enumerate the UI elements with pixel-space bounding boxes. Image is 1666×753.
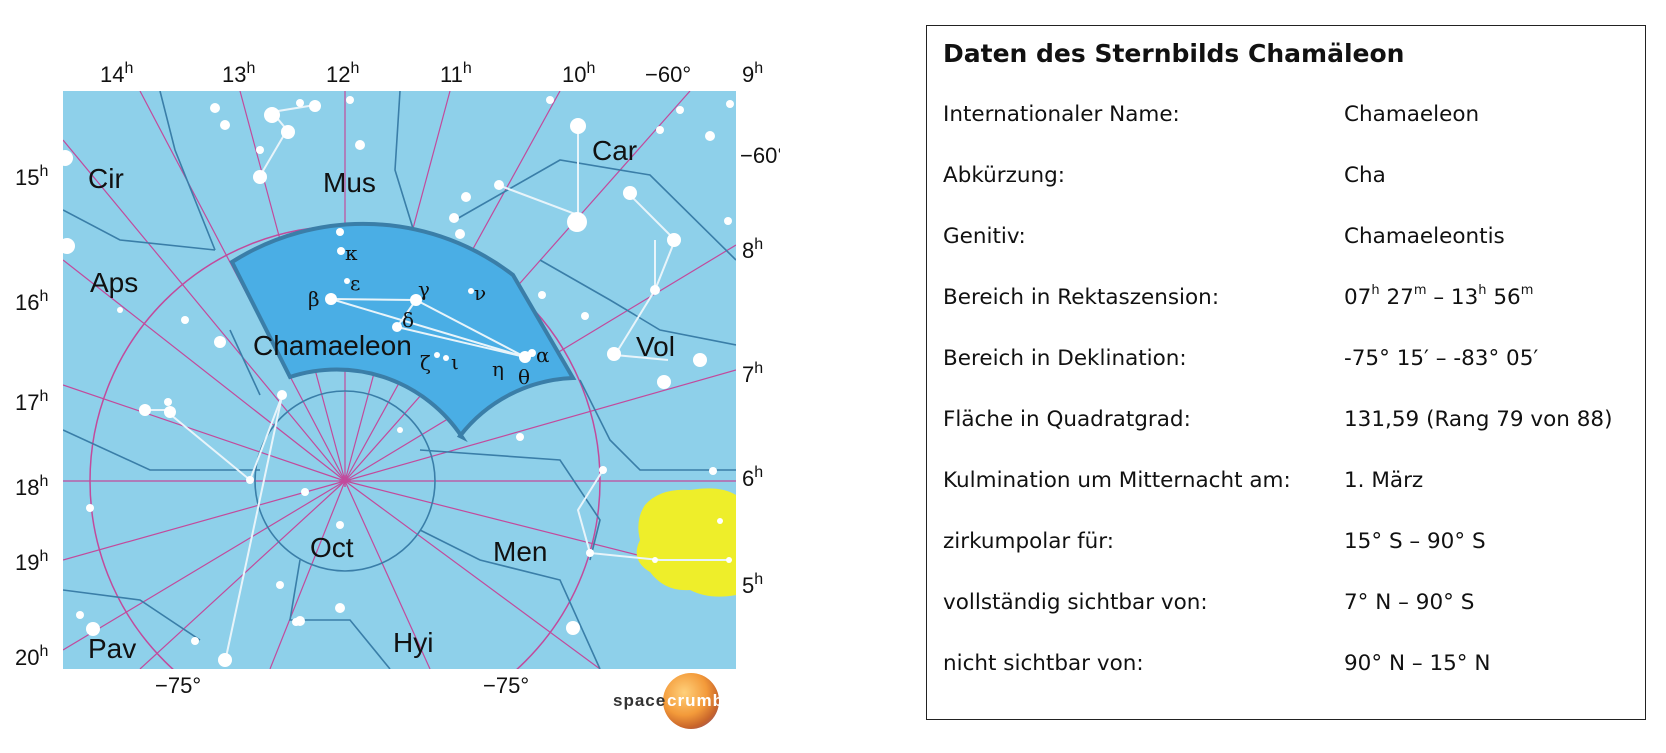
- dec-top-label: −60°: [645, 62, 691, 87]
- spacecrumb-logo: space crumb: [613, 673, 733, 733]
- row-key: Genitiv:: [943, 224, 1026, 249]
- star-label-epsilon: ε: [350, 271, 360, 295]
- label-oct: Oct: [310, 532, 354, 563]
- label-aps: Aps: [90, 267, 138, 298]
- row-key: Internationaler Name:: [943, 102, 1180, 127]
- background-stars: [63, 96, 734, 667]
- row-key: vollständig sichtbar von:: [943, 590, 1208, 615]
- row-circumpolar: zirkumpolar für: 15° S – 90° S: [943, 529, 1635, 561]
- row-value: Chamaeleon: [1344, 102, 1480, 127]
- label-hyi: Hyi: [393, 627, 433, 658]
- row-culmination: Kulmination um Mitternacht am: 1. März: [943, 468, 1635, 500]
- star-label-zeta: ζ: [420, 351, 431, 375]
- label-pav: Pav: [88, 633, 136, 664]
- star-label-gamma: γ: [418, 277, 430, 301]
- row-right-ascension: Bereich in Rektaszension: 07h 27m – 13h …: [943, 283, 1635, 317]
- ra-top-14h: 14h: [100, 60, 133, 87]
- star-label-iota: ι: [451, 350, 459, 374]
- row-value: 7° N – 90° S: [1344, 590, 1475, 615]
- star-map: Cir Mus Car Aps Chamaeleon Vol Oct Men P…: [15, 60, 780, 698]
- star-label-alpha: α: [536, 343, 550, 367]
- star-label-theta: θ: [518, 365, 530, 389]
- ra-left-17h: 17h: [15, 388, 48, 415]
- row-declination: Bereich in Deklination: -75° 15′ – -83° …: [943, 346, 1635, 378]
- chamaeleon-region: [229, 221, 577, 443]
- star-label-nu: ν: [474, 281, 486, 305]
- row-value: 07h 27m – 13h 56m: [1344, 283, 1534, 310]
- row-value: -75° 15′ – -83° 05′: [1344, 346, 1539, 371]
- ra-right-6h: 6h: [742, 464, 763, 491]
- row-key: Fläche in Quadratgrad:: [943, 407, 1191, 432]
- ra-top-11h: 11h: [440, 60, 472, 87]
- row-key: nicht sichtbar von:: [943, 651, 1144, 676]
- row-key: Abkürzung:: [943, 163, 1066, 188]
- row-key: Kulmination um Mitternacht am:: [943, 468, 1291, 493]
- label-mus: Mus: [323, 167, 376, 198]
- row-key: Bereich in Deklination:: [943, 346, 1187, 371]
- ra-left-16h: 16h: [15, 288, 48, 315]
- star-label-eta: η: [492, 357, 504, 381]
- row-genitive: Genitiv: Chamaeleontis: [943, 224, 1635, 256]
- row-key: zirkumpolar für:: [943, 529, 1114, 554]
- row-abbreviation: Abkürzung: Cha: [943, 163, 1635, 195]
- row-international-name: Internationaler Name: Chamaeleon: [943, 102, 1635, 134]
- ra-top-12h: 12h: [326, 60, 359, 87]
- row-area: Fläche in Quadratgrad: 131,59 (Rang 79 v…: [943, 407, 1635, 439]
- row-fully-visible: vollständig sichtbar von: 7° N – 90° S: [943, 590, 1635, 622]
- south-pole-marker: [339, 475, 351, 487]
- label-men: Men: [493, 536, 547, 567]
- row-value: 131,59 (Rang 79 von 88): [1344, 407, 1613, 432]
- ra-right-5h: 5h: [742, 571, 763, 598]
- dec-bottom-right-label: −75°: [483, 673, 529, 698]
- row-value: Cha: [1344, 163, 1386, 188]
- table-title: Daten des Sternbilds Chamäleon: [943, 39, 1405, 68]
- ra-left-19h: 19h: [15, 548, 48, 575]
- star-label-delta: δ: [402, 308, 414, 332]
- constellation-data-table: Daten des Sternbilds Chamäleon Internati…: [926, 25, 1646, 720]
- ra-top-10h: 10h: [562, 60, 595, 87]
- dec-bottom-left-label: −75°: [155, 673, 201, 698]
- ra-left-18h: 18h: [15, 473, 48, 500]
- label-vol: Vol: [636, 331, 675, 362]
- logo-circle: [663, 673, 719, 729]
- star-map-panel: Cir Mus Car Aps Chamaeleon Vol Oct Men P…: [0, 0, 780, 753]
- row-value: 15° S – 90° S: [1344, 529, 1486, 554]
- row-value: 1. März: [1344, 468, 1424, 493]
- ra-right-9h: 9h: [742, 60, 763, 87]
- logo-text-crumb: crumb: [667, 691, 724, 710]
- ra-top-13h: 13h: [222, 60, 255, 87]
- constellation-boundaries: [63, 91, 736, 669]
- row-key: Bereich in Rektaszension:: [943, 285, 1220, 310]
- label-car: Car: [592, 135, 637, 166]
- row-value: Chamaeleontis: [1344, 224, 1505, 249]
- label-chamaeleon: Chamaeleon: [253, 330, 412, 361]
- label-cir: Cir: [88, 163, 124, 194]
- star-label-beta: β: [308, 287, 320, 311]
- dec-right-label: −60°: [740, 143, 780, 168]
- lmc-cloud: [636, 488, 736, 597]
- ra-left-15h: 15h: [15, 163, 48, 190]
- logo-text-space: space: [613, 691, 667, 710]
- row-not-visible: nicht sichtbar von: 90° N – 15° N: [943, 651, 1635, 683]
- ra-right-8h: 8h: [742, 236, 763, 263]
- chamaeleon-stars: [325, 228, 536, 363]
- star-label-kappa: κ: [345, 241, 358, 265]
- row-value: 90° N – 15° N: [1344, 651, 1491, 676]
- ra-left-20h: 20h: [15, 643, 48, 670]
- ra-right-7h: 7h: [742, 360, 763, 387]
